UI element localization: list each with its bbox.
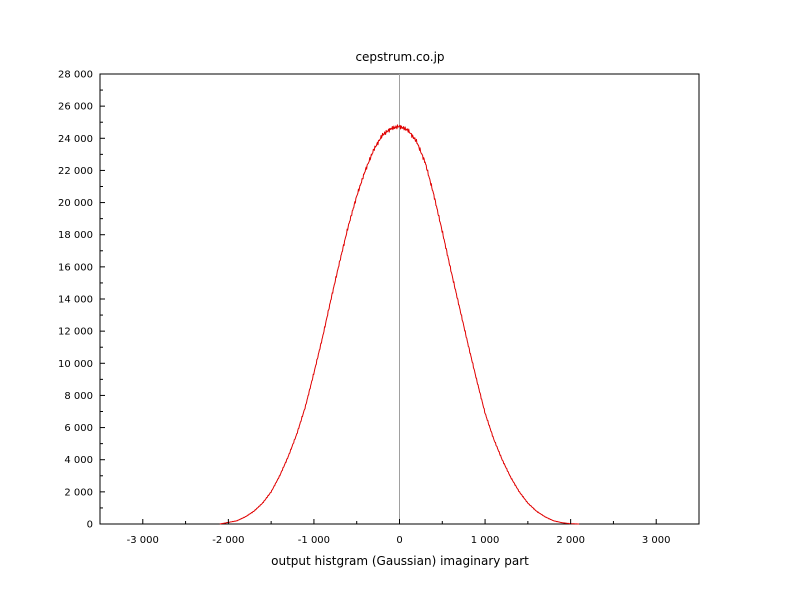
y-tick-label: 6 000 (64, 423, 93, 434)
y-tick-label: 10 000 (58, 359, 93, 370)
x-tick-label: -1 000 (298, 535, 330, 546)
x-axis-label: output histgram (Gaussian) imaginary par… (271, 554, 529, 568)
y-axis: 0 2 000 4 000 6 000 8 000 10 000 12 000 14 000 1… (58, 70, 105, 531)
y-tick-label: 24 000 (58, 134, 93, 145)
y-tick-label: 20 000 (58, 198, 93, 209)
y-tick-label: 14 000 (58, 295, 93, 306)
x-axis: -3 000 -2 000 -1 000 0 1 000 2 000 3 000 (99, 519, 700, 546)
x-tick-label: 3 000 (642, 535, 671, 546)
x-tick-label: 0 (396, 535, 402, 546)
y-tick-label: 22 000 (58, 166, 93, 177)
y-tick-label: 0 (87, 520, 93, 531)
x-tick-label: -3 000 (127, 535, 159, 546)
series-line (219, 124, 580, 525)
y-tick-label: 12 000 (58, 327, 93, 338)
x-tick-label: 2 000 (556, 535, 585, 546)
y-tick-label: 2 000 (64, 487, 93, 498)
y-tick-label: 16 000 (58, 262, 93, 273)
y-tick-label: 26 000 (58, 102, 93, 113)
y-tick-label: 4 000 (64, 455, 93, 466)
x-tick-label: -2 000 (212, 535, 244, 546)
y-tick-label: 28 000 (58, 70, 93, 81)
y-tick-label: 18 000 (58, 230, 93, 241)
x-tick-label: 1 000 (471, 535, 500, 546)
y-tick-label: 8 000 (64, 391, 93, 402)
chart-title: cepstrum.co.jp (355, 50, 444, 64)
